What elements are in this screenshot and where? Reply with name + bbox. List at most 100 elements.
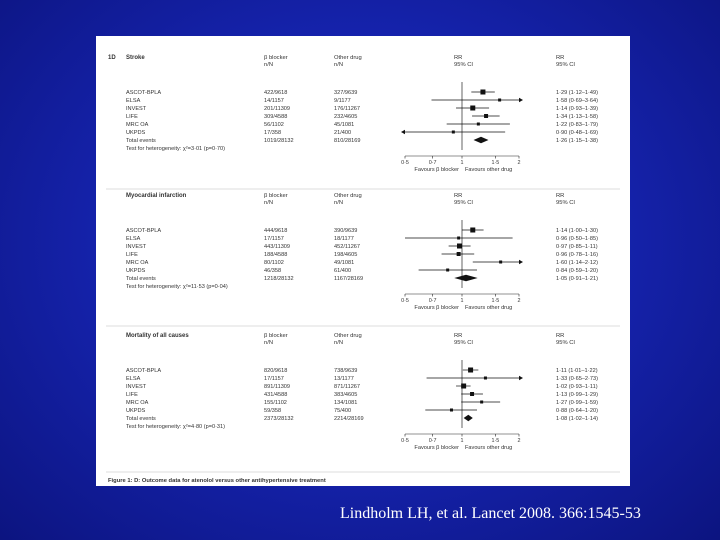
study-label: MRC OA (126, 260, 149, 266)
x-axis-tick-label: 0·7 (429, 438, 437, 444)
x-axis-tick-label: 1·5 (491, 160, 499, 166)
study-label: MRC OA (126, 122, 149, 128)
col-header-rr: RR (454, 333, 462, 339)
rr-ci-value: 1·14 (1·00–1·30) (556, 228, 598, 234)
col-header-rr-right-sub: 95% CI (556, 62, 575, 68)
beta-blocker-events: 1218/28132 (264, 276, 294, 282)
other-drug-events: 383/4605 (334, 392, 357, 398)
col-header-rr-right: RR (556, 55, 564, 61)
col-header-beta: β blocker (264, 193, 288, 199)
study-label: LIFE (126, 392, 138, 398)
beta-blocker-events: 46/358 (264, 268, 281, 274)
beta-blocker-events: 820/9618 (264, 368, 287, 374)
col-header-rr-sub: 95% CI (454, 200, 473, 206)
rr-ci-value: 1·58 (0·69–3·64) (556, 98, 598, 104)
rr-ci-value: 1·14 (0·93–1·39) (556, 106, 598, 112)
study-label: UKPDS (126, 268, 146, 274)
point-estimate (456, 243, 462, 249)
col-header-rr-right-sub: 95% CI (556, 340, 575, 346)
other-drug-events: 9/1177 (334, 98, 351, 104)
study-label: LIFE (126, 252, 138, 258)
rr-ci-value: 1·34 (1·13–1·58) (556, 114, 598, 120)
col-header-rr-sub: 95% CI (454, 340, 473, 346)
study-label: UKPDS (126, 130, 146, 136)
ci-arrow-right (519, 97, 523, 103)
rr-ci-value: 1·33 (0·65–2·73) (556, 376, 598, 382)
other-drug-events: 871/11267 (334, 384, 360, 390)
beta-blocker-events: 188/4588 (264, 252, 287, 258)
rr-ci-value: 0·84 (0·59–1·20) (556, 268, 598, 274)
x-axis-tick-label: 0·5 (401, 160, 409, 166)
col-header-beta-sub: n/N (264, 62, 273, 68)
heterogeneity-test: Test for heterogeneity: χ²=11·53 (p=0·04… (126, 284, 228, 290)
rr-ci-value: 1·08 (1·02–1·14) (556, 416, 598, 422)
forest-plot-figure: 1D Stroke β blocker n/N Other drug n/N RR 95% C… (96, 36, 630, 486)
beta-blocker-events: 891/11309 (264, 384, 290, 390)
study-label: MRC OA (126, 400, 149, 406)
col-header-beta-sub: n/N (264, 200, 273, 206)
col-header-other-sub: n/N (334, 200, 343, 206)
other-drug-events: 61/400 (334, 268, 351, 274)
col-header-rr-right: RR (556, 333, 564, 339)
beta-blocker-events: 443/11309 (264, 244, 290, 250)
favours-left-label: Favours β blocker (414, 445, 459, 451)
ci-arrow-left (401, 129, 405, 135)
x-axis-tick-label: 1 (461, 298, 464, 304)
beta-blocker-events: 444/9618 (264, 228, 287, 234)
other-drug-events: 176/11267 (334, 106, 360, 112)
other-drug-events: 75/400 (334, 408, 351, 414)
study-label: Total events (126, 416, 156, 422)
study-label: INVEST (126, 106, 147, 112)
x-axis-tick-label: 1 (461, 438, 464, 444)
other-drug-events: 21/400 (334, 130, 351, 136)
point-estimate (480, 400, 484, 404)
other-drug-events: 738/9639 (334, 368, 357, 374)
pooled-estimate-diamond (454, 274, 478, 282)
col-header-rr-sub: 95% CI (454, 62, 473, 68)
point-estimate (468, 367, 474, 373)
point-estimate (451, 130, 455, 134)
x-axis-tick-label: 1·5 (491, 438, 499, 444)
rr-ci-value: 1·22 (0·83–1·79) (556, 122, 598, 128)
rr-ci-value: 0·88 (0·64–1·20) (556, 408, 598, 414)
other-drug-events: 810/28169 (334, 138, 360, 144)
x-axis-tick-label: 2 (518, 160, 521, 166)
favours-right-label: Favours other drug (465, 167, 512, 173)
point-estimate (470, 227, 476, 233)
col-header-beta: β blocker (264, 333, 288, 339)
point-estimate (484, 114, 489, 118)
study-label: Total events (126, 276, 156, 282)
point-estimate (456, 252, 461, 256)
col-header-other: Other drug (334, 55, 362, 61)
figure-caption: Figure 1: D: Outcome data for atenolol v… (108, 478, 326, 484)
panel-id-label: 1D (108, 55, 116, 61)
beta-blocker-events: 201/11309 (264, 106, 290, 112)
beta-blocker-events: 431/4588 (264, 392, 287, 398)
other-drug-events: 232/4605 (334, 114, 357, 120)
x-axis-tick-label: 0·7 (429, 298, 437, 304)
point-estimate (499, 260, 503, 264)
point-estimate (446, 268, 450, 272)
heterogeneity-test: Test for heterogeneity: χ²=3·01 (p=0·70) (126, 146, 225, 152)
point-estimate (470, 392, 475, 396)
point-estimate (457, 236, 461, 240)
study-label: ELSA (126, 376, 141, 382)
x-axis-tick-label: 1 (461, 160, 464, 166)
panel-title: Myocardial infarction (126, 193, 187, 199)
study-label: Total events (126, 138, 156, 144)
other-drug-events: 45/1081 (334, 122, 354, 128)
other-drug-events: 13/1177 (334, 376, 354, 382)
beta-blocker-events: 17/1157 (264, 376, 284, 382)
beta-blocker-events: 17/358 (264, 130, 281, 136)
point-estimate (470, 105, 476, 111)
study-label: ASCOT-BPLA (126, 368, 161, 374)
other-drug-events: 452/11267 (334, 244, 360, 250)
rr-ci-value: 0·90 (0·48–1·69) (556, 130, 598, 136)
study-label: INVEST (126, 244, 147, 250)
col-header-other: Other drug (334, 193, 362, 199)
rr-ci-value: 0·97 (0·85–1·11) (556, 244, 598, 250)
x-axis-tick-label: 2 (518, 438, 521, 444)
favours-left-label: Favours β blocker (414, 305, 459, 311)
x-axis-tick-label: 0·7 (429, 160, 437, 166)
